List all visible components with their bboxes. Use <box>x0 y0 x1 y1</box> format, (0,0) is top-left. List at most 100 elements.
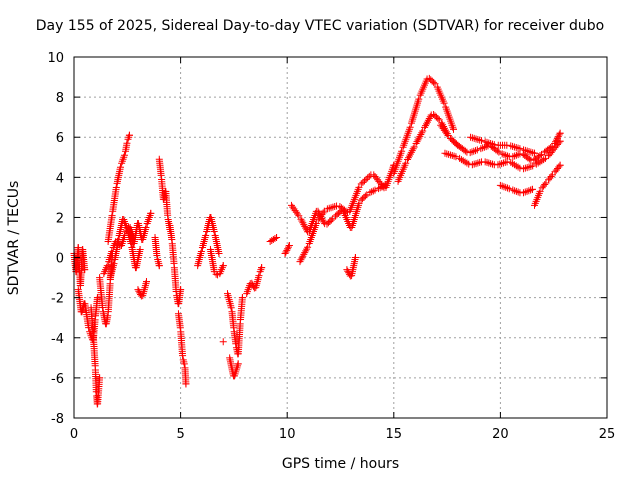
data-point <box>182 380 190 388</box>
data-point <box>481 138 489 146</box>
data-point <box>483 138 491 146</box>
x-tick-label: 15 <box>386 427 403 442</box>
data-point <box>472 135 480 143</box>
data-point <box>504 152 512 160</box>
data-point <box>480 143 488 151</box>
data-point <box>509 153 517 161</box>
data-point <box>299 219 307 227</box>
data-point <box>424 116 432 124</box>
data-point <box>529 162 537 170</box>
data-point <box>476 136 484 144</box>
data-point <box>327 216 335 224</box>
data-point <box>468 148 476 156</box>
data-point <box>555 131 563 139</box>
y-tick-label: 6 <box>56 131 64 146</box>
data-point <box>448 152 456 160</box>
data-point <box>116 163 124 171</box>
data-point <box>81 266 89 274</box>
data-point <box>507 158 515 166</box>
data-point <box>303 245 311 253</box>
data-point <box>281 250 289 258</box>
data-point <box>125 131 133 139</box>
data-point <box>123 139 131 147</box>
y-tick-label: -8 <box>51 412 64 427</box>
data-point <box>478 137 486 145</box>
data-point <box>212 270 220 278</box>
data-point <box>333 202 341 210</box>
x-axis-label: GPS time / hours <box>281 456 400 472</box>
data-point <box>503 158 511 166</box>
data-point <box>468 134 476 142</box>
data-point <box>472 160 480 168</box>
data-point <box>180 360 188 368</box>
data-point <box>446 151 454 159</box>
data-point <box>459 157 467 165</box>
data-point <box>507 142 515 150</box>
data-point <box>282 248 290 256</box>
data-point <box>406 150 414 158</box>
data-point <box>461 147 469 155</box>
data-point <box>323 205 331 213</box>
x-tick-label: 10 <box>279 427 296 442</box>
data-point <box>532 160 540 168</box>
data-point <box>300 221 308 229</box>
data-point <box>487 140 495 148</box>
data-point <box>512 151 520 159</box>
data-point <box>99 304 107 312</box>
data-point <box>516 145 524 153</box>
data-point <box>514 163 522 171</box>
data-point <box>425 115 433 123</box>
data-point <box>445 150 453 158</box>
data-point <box>284 245 292 253</box>
x-tick-label: 20 <box>492 427 509 442</box>
data-point <box>490 141 498 149</box>
data-point <box>494 161 502 169</box>
data-point <box>499 159 507 167</box>
data-point <box>487 160 495 168</box>
data-point <box>440 99 448 107</box>
data-point <box>523 164 531 172</box>
data-point <box>519 189 527 197</box>
data-point <box>415 95 423 103</box>
data-point <box>147 209 155 217</box>
plot-frame <box>73 56 608 419</box>
data-point <box>493 147 501 155</box>
data-point <box>528 185 536 193</box>
data-point <box>103 262 111 270</box>
data-point <box>416 132 424 140</box>
data-point <box>538 157 546 165</box>
data-point <box>197 248 205 256</box>
data-point <box>531 149 539 157</box>
data-point <box>357 180 365 188</box>
y-tick-label: 0 <box>56 252 64 267</box>
data-point <box>467 133 475 141</box>
data-point <box>408 147 416 155</box>
data-point <box>536 152 544 160</box>
data-point <box>93 294 101 302</box>
data-points <box>70 74 564 408</box>
data-point <box>485 159 493 167</box>
data-point <box>441 149 449 157</box>
data-point <box>434 115 442 123</box>
data-point <box>510 143 518 151</box>
data-point <box>536 187 544 195</box>
data-point <box>215 250 223 258</box>
data-point <box>294 210 302 218</box>
data-point <box>470 147 478 155</box>
data-point <box>536 158 544 166</box>
data-point <box>525 163 533 171</box>
data-point <box>452 153 460 161</box>
data-point <box>509 186 517 194</box>
data-point <box>488 140 496 148</box>
data-point <box>514 188 522 196</box>
data-point <box>369 187 377 195</box>
data-point <box>512 144 520 152</box>
data-point <box>379 182 387 190</box>
data-point <box>502 151 510 159</box>
data-point <box>329 203 337 211</box>
data-point <box>285 242 293 250</box>
data-point <box>534 159 542 167</box>
data-point <box>555 163 563 171</box>
data-point <box>511 187 519 195</box>
data-point <box>496 160 504 168</box>
